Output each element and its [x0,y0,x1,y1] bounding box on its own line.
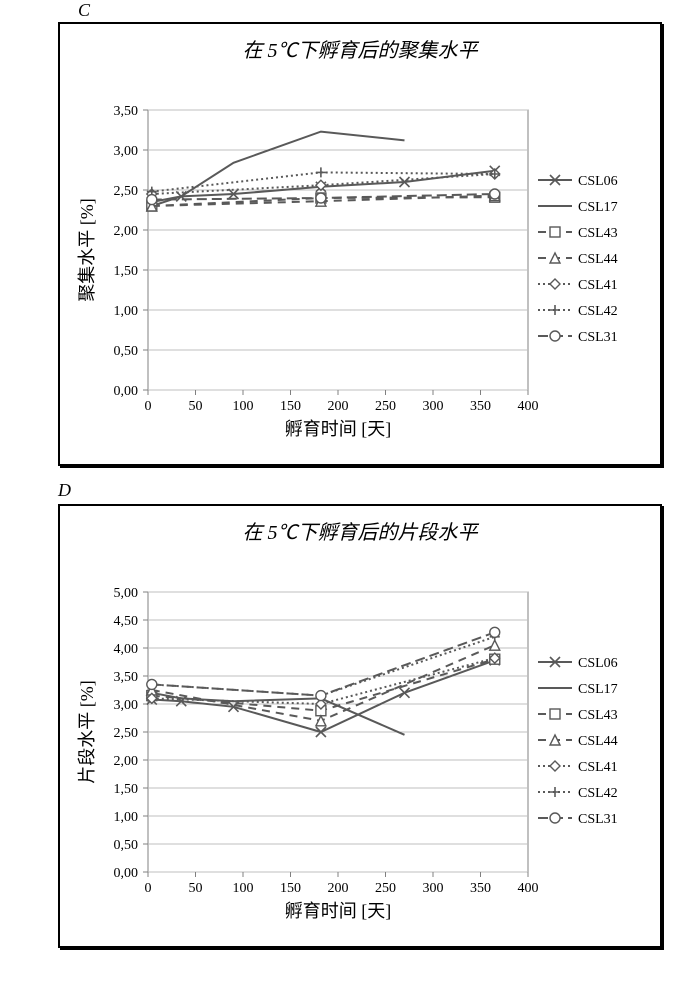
svg-text:1,50: 1,50 [114,782,139,797]
svg-text:孵育时间 [天]: 孵育时间 [天] [285,419,392,439]
svg-text:250: 250 [375,399,396,414]
svg-text:1,50: 1,50 [114,264,139,279]
svg-text:200: 200 [328,399,349,414]
svg-text:CSL17: CSL17 [578,682,618,697]
svg-text:片段水平 [%]: 片段水平 [%] [77,680,97,783]
svg-text:CSL31: CSL31 [578,330,618,345]
svg-text:4,50: 4,50 [114,614,139,629]
svg-text:150: 150 [280,399,301,414]
svg-text:0: 0 [145,881,152,896]
svg-text:0,50: 0,50 [114,344,139,359]
panel-d: 在 5℃下孵育后的片段水平 0,00 0,50 1,00 1,50 2,00 2,50 3,… [58,504,662,948]
svg-text:50: 50 [189,881,203,896]
svg-text:0,00: 0,00 [114,866,139,881]
svg-text:CSL43: CSL43 [578,708,618,723]
svg-text:0,00: 0,00 [114,384,139,399]
svg-text:CSL41: CSL41 [578,278,618,293]
svg-text:CSL06: CSL06 [578,174,618,189]
svg-text:CSL44: CSL44 [578,734,618,749]
svg-text:2,50: 2,50 [114,184,139,199]
svg-text:300: 300 [423,399,444,414]
svg-text:400: 400 [518,881,539,896]
svg-text:350: 350 [470,399,491,414]
svg-text:0,50: 0,50 [114,838,139,853]
panel-label-c: C [78,0,90,21]
svg-text:CSL44: CSL44 [578,252,618,267]
svg-text:CSL42: CSL42 [578,304,618,319]
svg-text:150: 150 [280,881,301,896]
svg-text:孵育时间 [天]: 孵育时间 [天] [285,901,392,921]
svg-text:200: 200 [328,881,349,896]
svg-text:CSL41: CSL41 [578,760,618,775]
svg-text:聚集水平 [%]: 聚集水平 [%] [77,198,97,301]
svg-text:100: 100 [233,399,254,414]
svg-text:CSL42: CSL42 [578,786,618,801]
svg-text:350: 350 [470,881,491,896]
svg-text:2,00: 2,00 [114,754,139,769]
svg-text:300: 300 [423,881,444,896]
svg-text:3,50: 3,50 [114,104,139,119]
svg-text:5,00: 5,00 [114,586,139,601]
svg-text:1,00: 1,00 [114,810,139,825]
svg-text:CSL06: CSL06 [578,656,618,671]
svg-text:400: 400 [518,399,539,414]
svg-text:1,00: 1,00 [114,304,139,319]
svg-text:3,50: 3,50 [114,670,139,685]
svg-text:2,00: 2,00 [114,224,139,239]
svg-text:100: 100 [233,881,254,896]
svg-text:CSL43: CSL43 [578,226,618,241]
panel-label-d: D [58,480,71,501]
svg-text:250: 250 [375,881,396,896]
panel-c: 在 5℃下孵育后的聚集水平 0,00 0,50 1,00 1,50 2,00 2,50 3,… [58,22,662,466]
chart-c: 0,00 0,50 1,00 1,50 2,00 2,50 3,00 3,50 0 50 100 15… [66,60,654,448]
chart-title-c: 在 5℃下孵育后的聚集水平 [60,34,660,63]
svg-text:50: 50 [189,399,203,414]
chart-title-d: 在 5℃下孵育后的片段水平 [60,516,660,545]
svg-text:0: 0 [145,399,152,414]
svg-text:CSL17: CSL17 [578,200,618,215]
svg-text:3,00: 3,00 [114,698,139,713]
svg-text:CSL31: CSL31 [578,812,618,827]
svg-text:3,00: 3,00 [114,144,139,159]
svg-text:4,00: 4,00 [114,642,139,657]
chart-d: 0,00 0,50 1,00 1,50 2,00 2,50 3,00 3,50 4,00 4,50… [66,542,654,930]
svg-text:2,50: 2,50 [114,726,139,741]
